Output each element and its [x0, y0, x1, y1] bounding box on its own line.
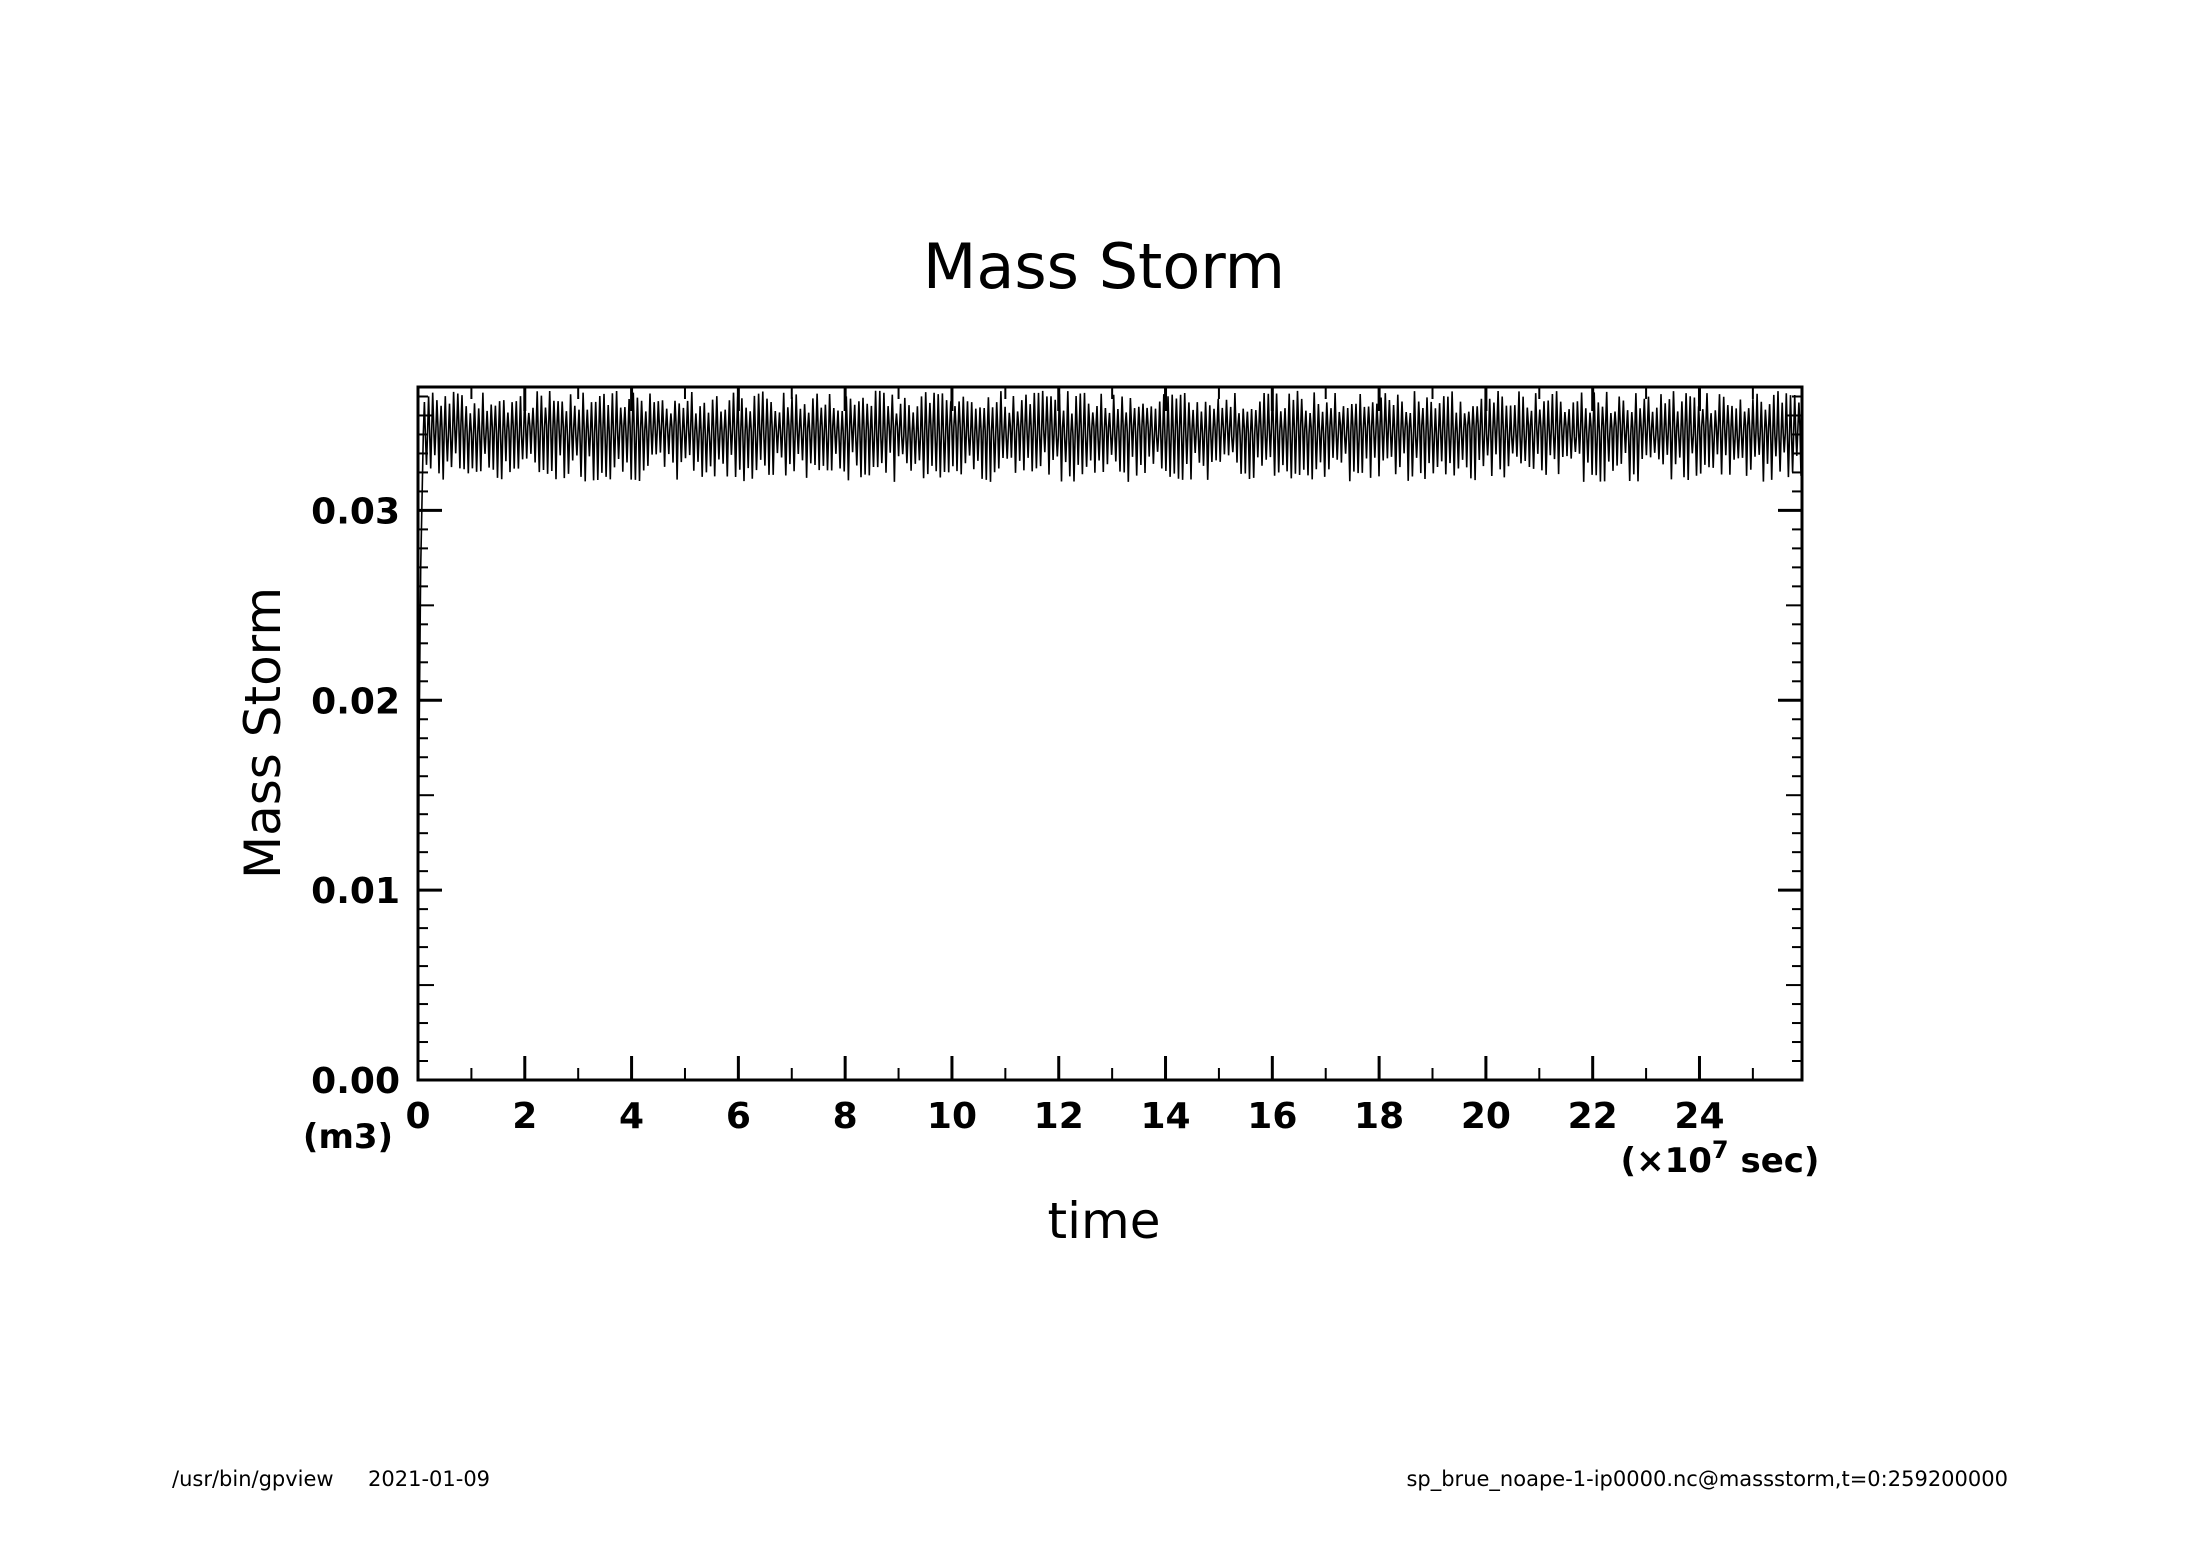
x-multiplier-exp: 7: [1712, 1136, 1729, 1164]
y-tick-label: 0.02: [311, 681, 400, 722]
y-axis-ticks: 0.00 0.01 0.02 0.03: [311, 395, 1802, 1102]
x-tick-label: 16: [1247, 1096, 1297, 1137]
x-tick-label: 6: [726, 1096, 751, 1137]
x-tick-label: 8: [833, 1096, 858, 1137]
x-tick-label: 10: [927, 1096, 977, 1137]
x-tick-label: 0: [405, 1096, 430, 1137]
x-tick-label: 12: [1034, 1096, 1084, 1137]
footer-date: 2021-01-09: [368, 1467, 490, 1491]
x-tick-label: 24: [1674, 1096, 1724, 1137]
footer-program: /usr/bin/gpview: [172, 1467, 334, 1491]
footer-source: sp_brue_noape-1-ip0000.nc@massstorm,t=0:…: [1406, 1467, 2008, 1492]
chart-title: Mass Storm: [923, 230, 1285, 303]
y-tick-label: 0.00: [311, 1061, 400, 1102]
x-tick-label: 2: [512, 1096, 537, 1137]
x-tick-label: 14: [1140, 1096, 1190, 1137]
x-multiplier-base: ×10: [1636, 1141, 1712, 1181]
x-unit-name: sec: [1740, 1141, 1803, 1181]
x-axis-units: (×107 sec): [1621, 1136, 1820, 1181]
x-tick-label: 4: [619, 1096, 644, 1137]
series-line: [417, 390, 1803, 1081]
y-axis-units: (m3): [303, 1117, 393, 1157]
x-tick-label: 20: [1461, 1096, 1511, 1137]
plot-frame: [416, 385, 1804, 1082]
y-tick-label: 0.03: [311, 491, 400, 532]
x-axis-label: time: [1048, 1192, 1161, 1250]
plot-area: [416, 385, 1804, 1082]
x-tick-label: 18: [1354, 1096, 1404, 1137]
y-axis-label: Mass Storm: [234, 587, 292, 879]
y-tick-label: 0.01: [311, 871, 400, 912]
x-tick-label: 22: [1568, 1096, 1618, 1137]
x-axis-ticks: 0 2 4 6 8 10 12 14 16 18 20 22 24: [405, 387, 1754, 1137]
